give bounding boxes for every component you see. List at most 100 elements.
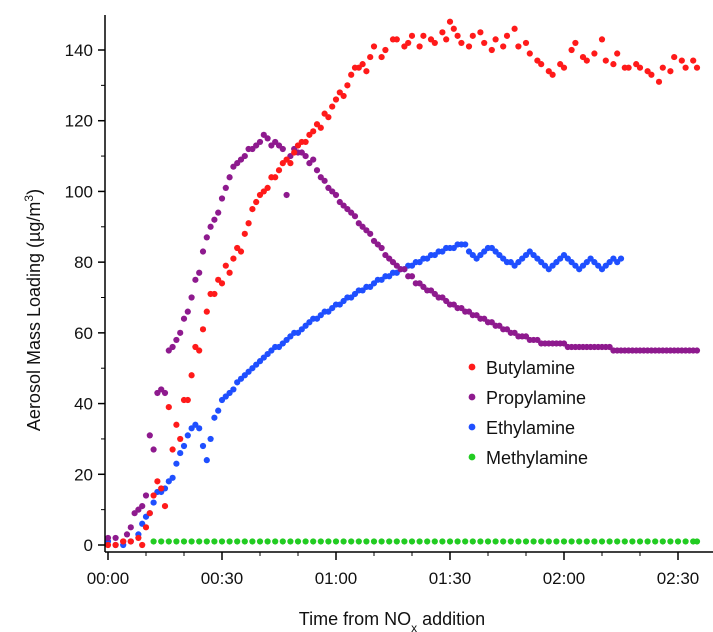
data-point <box>139 541 146 549</box>
data-point <box>538 61 545 68</box>
series-butylamine <box>104 18 701 549</box>
data-point <box>678 57 685 64</box>
data-point <box>446 18 454 25</box>
data-point <box>241 230 248 237</box>
data-point <box>488 46 495 54</box>
data-point <box>469 538 476 545</box>
data-point <box>614 50 621 57</box>
data-point <box>169 446 176 453</box>
data-point <box>526 50 533 57</box>
data-point <box>325 114 332 121</box>
data-point <box>693 347 701 354</box>
data-point <box>184 432 191 439</box>
data-point <box>522 39 530 47</box>
data-point <box>180 315 188 322</box>
data-point <box>636 538 644 545</box>
data-point <box>492 36 499 43</box>
data-point <box>196 538 203 545</box>
data-point <box>462 538 469 545</box>
legend-marker <box>468 393 476 401</box>
data-point <box>215 407 222 414</box>
y-tick-label: 80 <box>74 253 93 272</box>
data-point <box>142 492 150 499</box>
data-point <box>348 538 355 545</box>
x-axis-ticks: 00:00 00:30 01:00 01:30 02:00 02:30 <box>87 552 700 588</box>
data-point <box>462 241 469 248</box>
data-point <box>104 541 112 549</box>
x-tick-label: 02:30 <box>657 569 700 588</box>
data-point <box>408 273 416 280</box>
data-point <box>636 64 644 71</box>
data-point <box>454 32 461 39</box>
data-point <box>446 538 454 545</box>
data-point <box>667 68 674 75</box>
data-point <box>173 421 180 428</box>
y-axis-title: Aerosol Mass Loading (µg/m3) <box>22 189 44 431</box>
data-point <box>671 53 678 61</box>
data-point <box>560 538 568 545</box>
data-point <box>515 538 522 545</box>
data-point <box>332 96 340 103</box>
data-point <box>359 61 366 68</box>
data-point <box>367 230 374 237</box>
data-point <box>576 538 583 545</box>
data-point <box>211 216 218 223</box>
data-point <box>226 538 233 545</box>
data-point <box>549 71 556 78</box>
y-tick-label: 20 <box>74 465 93 484</box>
data-point <box>484 538 492 545</box>
data-point <box>405 39 412 47</box>
data-point <box>568 46 575 54</box>
data-point <box>693 538 701 545</box>
data-point <box>177 329 184 336</box>
data-point <box>625 64 632 71</box>
data-point <box>450 25 457 32</box>
data-point <box>256 538 264 545</box>
data-point <box>127 524 134 531</box>
data-point <box>139 503 146 510</box>
data-point <box>272 538 279 545</box>
y-tick-label: 140 <box>65 41 93 60</box>
data-point <box>237 248 245 255</box>
data-point <box>146 432 153 439</box>
data-point <box>560 64 568 71</box>
data-point <box>161 503 169 510</box>
y-tick-label: 120 <box>65 112 93 131</box>
data-point <box>226 269 233 276</box>
data-point <box>146 510 153 517</box>
data-point <box>340 538 347 545</box>
data-point <box>458 39 465 47</box>
x-tick-label: 01:00 <box>315 569 358 588</box>
data-point <box>420 32 427 39</box>
data-point <box>621 538 628 545</box>
data-point <box>272 174 279 181</box>
data-point <box>196 269 203 276</box>
y-tick-label: 0 <box>84 536 93 555</box>
data-point <box>127 538 134 545</box>
y-tick-label: 100 <box>65 182 93 201</box>
data-point <box>393 538 400 545</box>
data-point <box>363 68 370 75</box>
data-point <box>169 343 176 351</box>
data-point <box>112 541 119 549</box>
data-point <box>173 460 180 467</box>
data-point <box>211 414 218 421</box>
data-point <box>332 538 340 545</box>
data-point <box>245 220 252 227</box>
data-point <box>382 46 389 54</box>
data-point <box>173 336 180 344</box>
data-point <box>492 538 499 545</box>
data-point <box>302 138 309 146</box>
y-tick-label: 40 <box>74 395 93 414</box>
data-point <box>378 538 385 545</box>
data-point <box>230 386 237 393</box>
data-point <box>154 478 161 485</box>
data-point <box>515 43 522 50</box>
data-point <box>591 538 598 545</box>
data-point <box>344 82 351 89</box>
data-point <box>234 538 241 545</box>
legend-label: Methylamine <box>486 448 588 468</box>
data-point <box>329 103 336 110</box>
data-point <box>184 308 191 315</box>
data-point <box>203 308 210 315</box>
